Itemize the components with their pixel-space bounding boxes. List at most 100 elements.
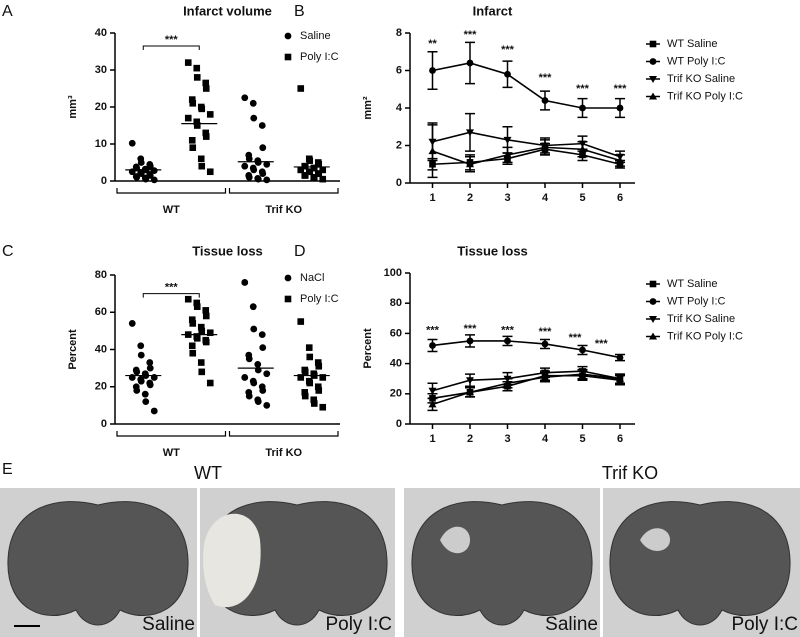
marker bbox=[301, 392, 309, 400]
y-axis-label: mm³ bbox=[67, 95, 79, 119]
group-bracket bbox=[228, 431, 339, 437]
marker bbox=[202, 338, 210, 346]
marker bbox=[284, 53, 292, 61]
marker bbox=[206, 379, 214, 387]
significance-label: ** bbox=[428, 38, 437, 50]
marker bbox=[254, 159, 262, 166]
y-axis-label: mm² bbox=[362, 96, 374, 120]
marker bbox=[250, 114, 258, 122]
marker bbox=[133, 368, 141, 376]
marker bbox=[202, 85, 210, 92]
y-tick-label: 100 bbox=[384, 267, 402, 279]
marker bbox=[616, 374, 624, 382]
marker bbox=[146, 172, 154, 179]
marker bbox=[429, 342, 436, 349]
marker bbox=[245, 173, 253, 181]
significance-label: *** bbox=[464, 29, 478, 41]
x-tick-label: 6 bbox=[617, 433, 623, 445]
significance-label: *** bbox=[501, 44, 515, 56]
marker bbox=[541, 340, 549, 348]
marker bbox=[133, 387, 141, 394]
marker bbox=[241, 279, 249, 286]
marker bbox=[250, 379, 258, 387]
marker bbox=[188, 316, 196, 323]
y-tick-label: 60 bbox=[95, 306, 107, 318]
x-tick-label: 4 bbox=[542, 433, 549, 445]
marker bbox=[150, 176, 158, 184]
y-tick-label: 20 bbox=[390, 388, 402, 400]
marker bbox=[245, 355, 253, 363]
marker bbox=[306, 168, 314, 176]
marker bbox=[202, 307, 210, 314]
group-label: WT bbox=[194, 463, 222, 483]
image-label: Poly I:C bbox=[325, 614, 392, 635]
marker bbox=[578, 370, 587, 378]
marker bbox=[319, 175, 327, 183]
marker bbox=[193, 64, 201, 72]
marker bbox=[198, 368, 206, 376]
image-label: Saline bbox=[545, 614, 598, 635]
legend-label: Poly I:C bbox=[300, 51, 339, 63]
significance-label: *** bbox=[576, 83, 590, 95]
legend-label: Trif KO Poly I:C bbox=[667, 90, 743, 102]
y-tick-label: 8 bbox=[396, 27, 402, 39]
marker bbox=[315, 387, 323, 394]
y-tick-label: 80 bbox=[95, 269, 107, 281]
marker bbox=[541, 373, 549, 381]
marker bbox=[254, 361, 262, 368]
marker bbox=[306, 379, 314, 387]
y-tick-label: 40 bbox=[95, 27, 107, 39]
marker bbox=[297, 85, 305, 92]
group-bracket bbox=[116, 431, 227, 437]
marker bbox=[150, 407, 158, 415]
marker bbox=[184, 295, 192, 303]
y-tick-label: 2 bbox=[396, 139, 402, 151]
x-tick-label: 3 bbox=[504, 433, 510, 445]
marker bbox=[314, 359, 322, 366]
marker bbox=[241, 162, 249, 170]
marker bbox=[189, 349, 197, 357]
marker bbox=[306, 353, 314, 361]
y-tick-label: 20 bbox=[95, 101, 107, 113]
significance-label: *** bbox=[614, 83, 628, 95]
marker bbox=[504, 70, 511, 78]
marker bbox=[315, 362, 323, 370]
legend-label: Poly I:C bbox=[300, 293, 339, 305]
marker bbox=[198, 105, 206, 113]
marker bbox=[249, 303, 257, 311]
marker bbox=[649, 40, 657, 48]
x-tick-label: 5 bbox=[579, 192, 585, 204]
y-axis-label: Percent bbox=[362, 328, 374, 369]
y-tick-label: 0 bbox=[101, 418, 107, 430]
marker bbox=[206, 111, 214, 118]
marker bbox=[541, 143, 549, 151]
marker bbox=[197, 323, 205, 331]
marker bbox=[429, 67, 436, 74]
marker bbox=[319, 374, 327, 381]
chart-title: Tissue loss bbox=[192, 243, 263, 258]
marker bbox=[188, 137, 196, 144]
brain-section bbox=[411, 501, 593, 626]
marker bbox=[301, 172, 309, 179]
image-label: Poly I:C bbox=[731, 614, 798, 635]
legend-label: Trif KO Poly I:C bbox=[667, 330, 743, 342]
marker bbox=[314, 383, 322, 391]
x-tick-label: 3 bbox=[504, 192, 510, 204]
x-tick-label: 2 bbox=[467, 192, 473, 204]
legend-label: WT Poly I:C bbox=[667, 295, 726, 307]
significance-label: *** bbox=[501, 324, 515, 336]
marker bbox=[258, 122, 266, 129]
marker bbox=[202, 133, 210, 140]
group-label: Trif KO bbox=[265, 447, 302, 459]
group-label: Trif KO bbox=[602, 463, 658, 483]
legend-label: Trif KO Saline bbox=[667, 313, 735, 325]
marker bbox=[310, 400, 318, 407]
marker bbox=[503, 379, 512, 387]
marker bbox=[250, 325, 258, 333]
significance-bracket bbox=[142, 293, 200, 298]
marker bbox=[301, 162, 309, 170]
significance-label: *** bbox=[426, 324, 440, 336]
marker bbox=[193, 118, 201, 126]
significance-label: *** bbox=[464, 323, 478, 335]
